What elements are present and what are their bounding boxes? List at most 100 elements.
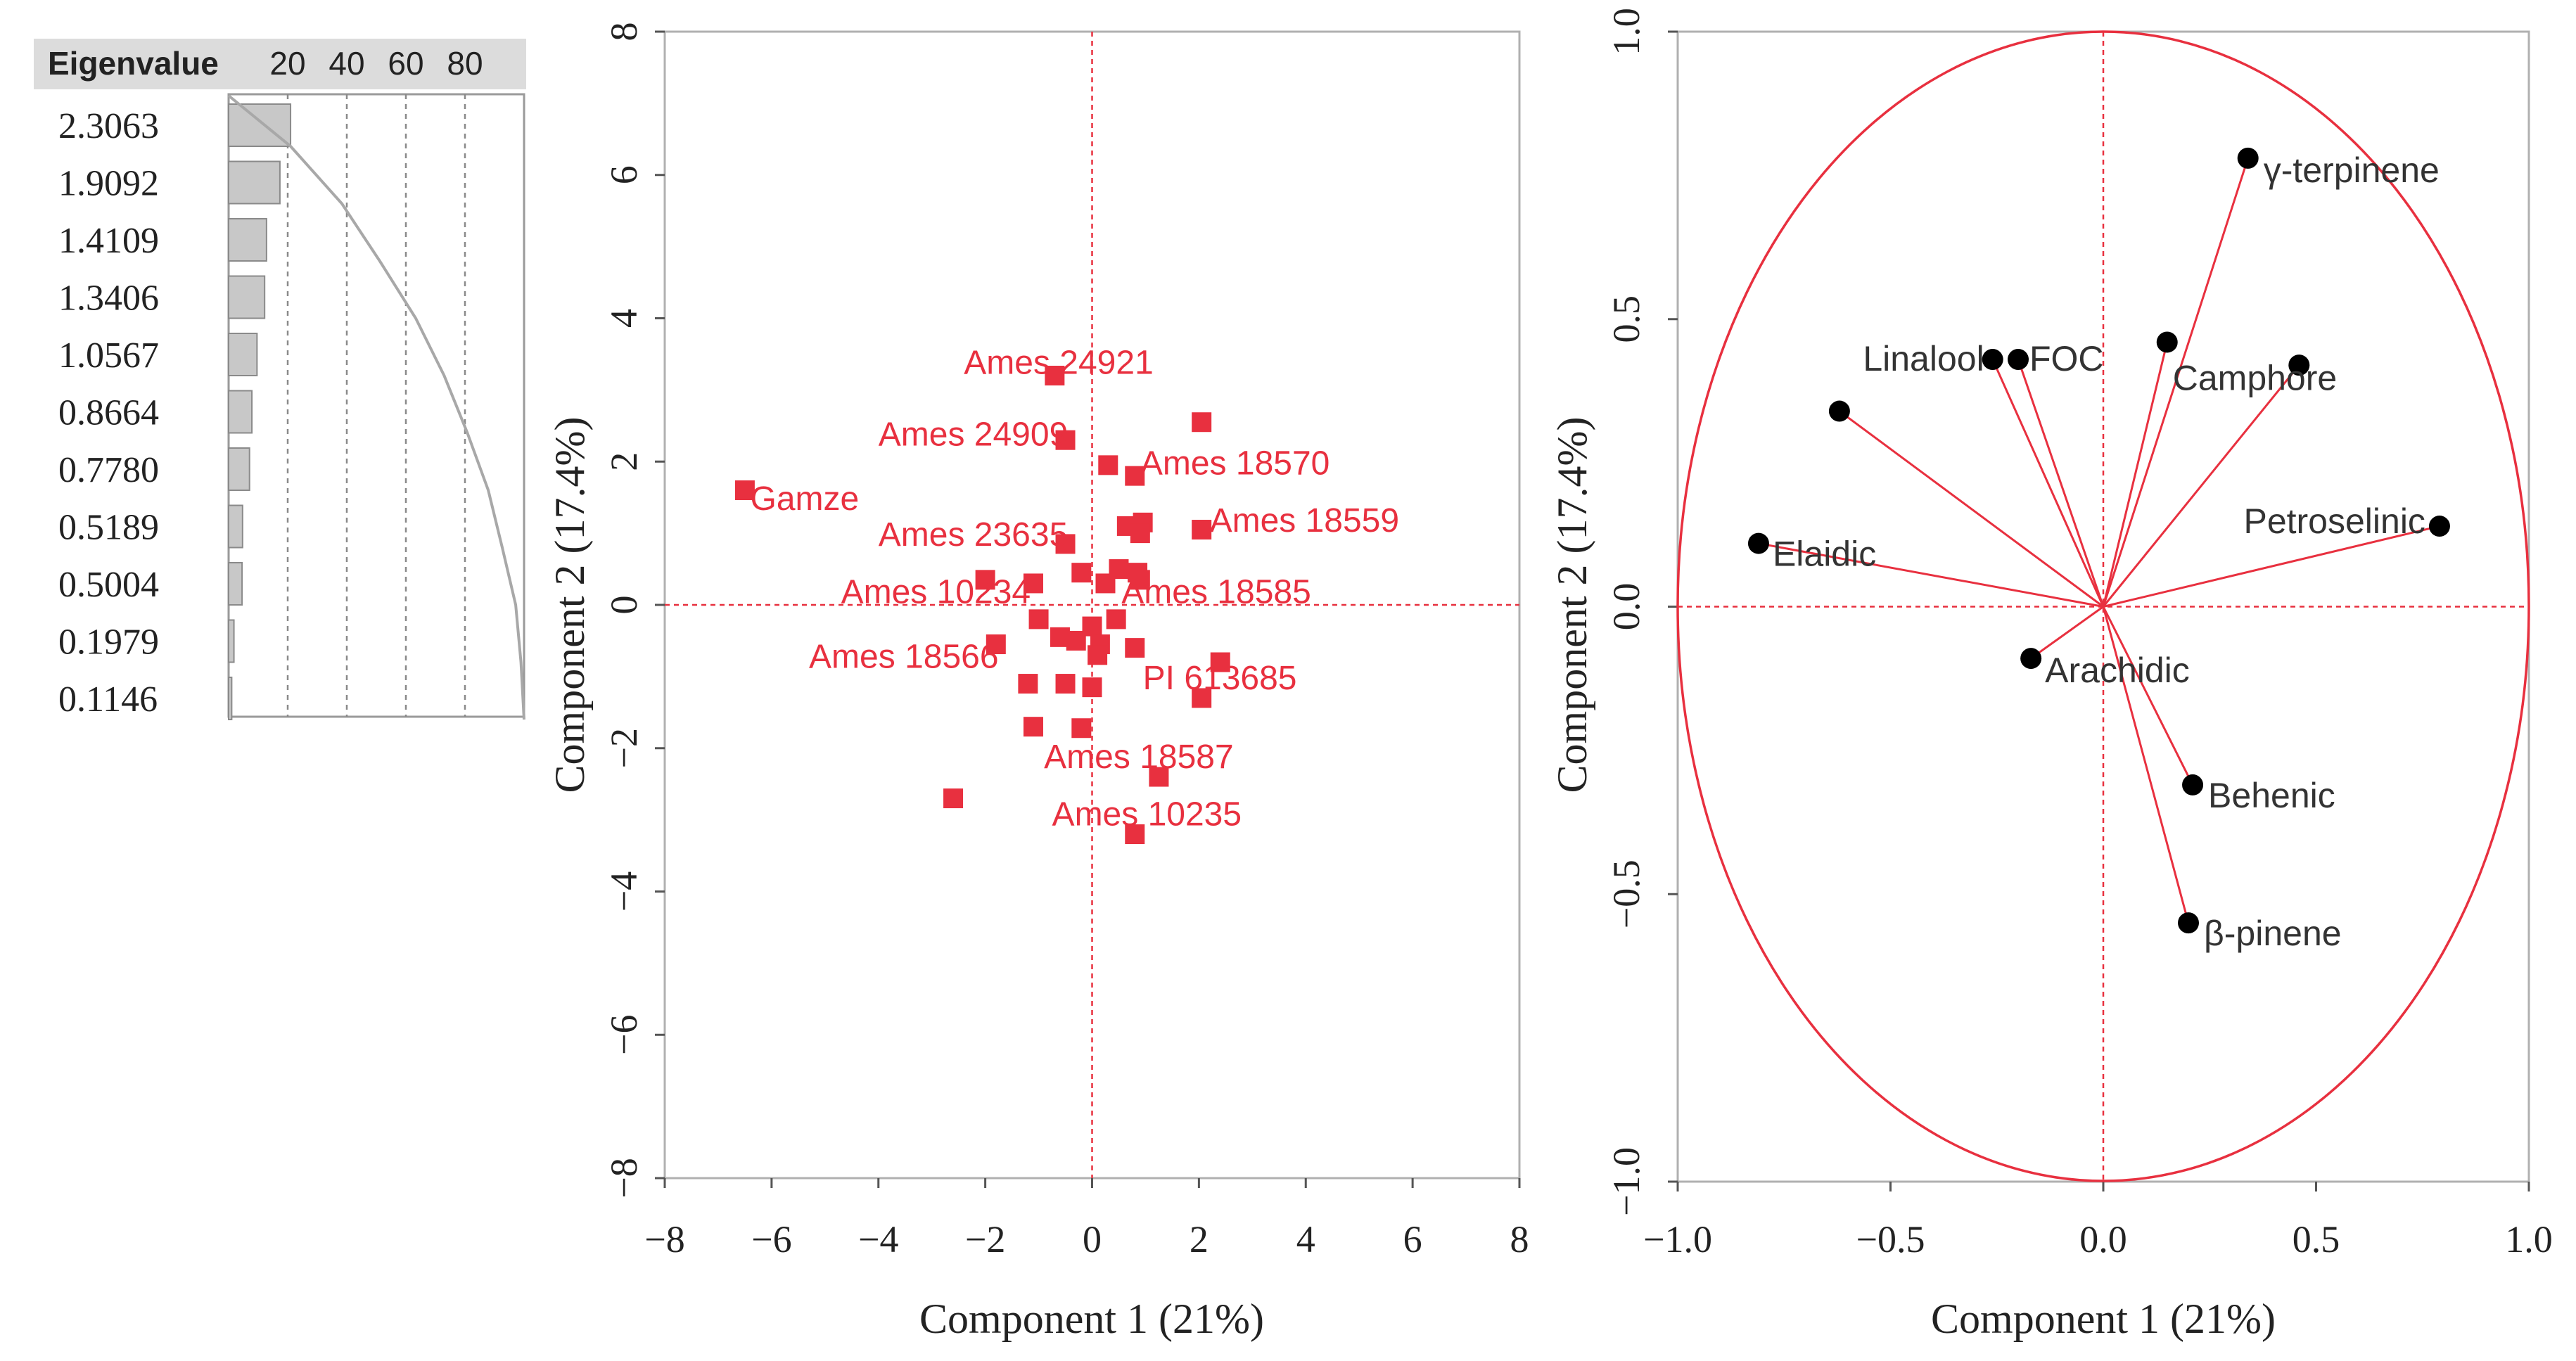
loading-point [2288,354,2310,376]
loading-vector [2102,342,2169,607]
eigenvalue-axis-tick: 20 [269,45,305,82]
eigenvalue-header-background [34,39,526,89]
eigenvalue-label: 0.5189 [58,508,159,548]
score-point-label: Ames 10234 [841,574,1031,611]
scores-y-tick-label: 6 [603,165,645,184]
loading-label: Camphore [2173,358,2337,397]
loadings-y-tick-label: 0.5 [1605,295,1647,343]
score-point [1023,717,1043,737]
scores-x-tick-label: −4 [858,1218,898,1260]
score-point [1192,520,1212,540]
score-point [1106,609,1126,630]
eigenvalue-label: 0.8664 [58,393,159,433]
loadings-y-axis-title: Component 2 (17.4%) [1549,417,1595,793]
loadings-x-tick-label: −0.5 [1856,1218,1925,1260]
scores-x-tick-label: −6 [751,1218,791,1260]
scores-y-tick-label: 4 [603,309,645,328]
score-point [943,788,964,809]
score-point [1055,534,1076,554]
loadings-y-tick-label: 1.0 [1605,8,1647,56]
loadings-x-tick-label: 0.0 [2079,1218,2127,1260]
loading-label: β-pinene [2204,914,2342,953]
loading-vector [1991,359,2105,608]
scores-x-tick-label: −2 [965,1218,1005,1260]
eigenvalue-axis-tick: 80 [447,45,483,82]
loading-vector [2017,359,2105,607]
scores-x-tick-label: 0 [1083,1218,1102,1260]
eigenvalue-bar [228,160,281,205]
loading-vector [2102,364,2300,608]
loadings-y-tick-label: −1.0 [1605,1147,1647,1216]
score-point [1088,645,1108,665]
score-point-label: Ames 23635 [879,516,1069,554]
eigenvalue-bar [228,218,267,262]
scores-x-tick-label: 8 [1510,1218,1529,1260]
score-point-label: PI 613685 [1143,660,1297,697]
loadings-x-axis-title: Component 1 (21%) [1931,1296,2276,1342]
loading-point [2182,774,2204,795]
score-point [986,634,1006,655]
eigenvalue-bar [228,447,250,491]
eigenvalue-bar [228,562,243,606]
eigenvalue-label: 1.9092 [58,164,159,204]
loading-point [1982,348,2003,370]
score-point-label: Ames 18566 [809,638,999,675]
eigenvalue-label: 0.1146 [58,679,158,720]
score-point-label: Ames 18585 [1121,574,1311,611]
scores-y-tick-label: 0 [603,596,645,615]
score-point [1055,674,1076,694]
score-point-label: Ames 18559 [1210,502,1400,539]
scores-y-tick-label: −2 [603,728,645,768]
score-point [1045,366,1065,385]
scores-y-tick-label: 2 [603,452,645,471]
score-point [1130,570,1150,590]
eigenvalue-bar [228,677,233,720]
score-point [1082,616,1102,637]
loading-vector [2030,606,2104,660]
loading-vector [2103,525,2440,608]
loadings-y-tick-label: −0.5 [1605,860,1647,928]
loading-vector [2102,158,2250,607]
scores-y-tick-label: −6 [603,1015,645,1055]
eigenvalue-label: 0.7780 [58,450,159,490]
loadings-y-tick-label: 0.0 [1605,583,1647,631]
score-point-label: Ames 18587 [1044,739,1234,776]
score-point-label: Ames 24921 [964,345,1154,382]
eigenvalue-header: Eigenvalue [48,45,219,82]
loading-point [1747,532,1769,554]
score-point [1018,674,1038,694]
score-point-label: Gamze [751,480,860,518]
score-point [1071,718,1092,739]
scores-x-tick-label: 2 [1190,1218,1209,1260]
eigenvalue-bar [228,504,243,549]
loading-point [2428,516,2450,537]
eigenvalue-label: 1.3406 [58,279,159,319]
score-point [1109,559,1129,580]
eigenvalue-bar [228,333,258,376]
loading-label: Elaidic [1773,535,1876,574]
eigenvalue-label: 1.0567 [58,336,159,376]
loadings-plot: −1.0 −0.5 0.0 0.5 1.0 −1.0 −0.5 0.0 0.5 1.0 γ-ter… [1549,8,2553,1342]
score-point [1130,523,1150,544]
scores-y-tick-label: −8 [603,1158,645,1198]
scores-plot: −8 −6 −4 −2 0 2 4 6 8 −8 −6 −4 −2 0 2 4 6 8 Gamze Ames 249… [547,23,1529,1343]
eigenvalue-panel: Eigenvalue 20 40 60 80 2.3063 1.9092 1.4109 1.… [34,39,526,720]
eigenvalue-label: 0.5004 [58,565,159,605]
score-point [1149,767,1169,787]
score-point [1082,677,1102,698]
loading-label: Arachidic [2045,651,2190,690]
score-point [1028,609,1049,630]
loading-point [2020,648,2042,670]
unit-circle [1676,30,2530,1182]
scores-x-tick-label: 4 [1296,1218,1315,1260]
score-point [1125,638,1145,658]
score-point-label: Ames 24909 [879,416,1069,454]
loading-vector [2102,606,2194,786]
loading-point [2008,348,2029,370]
loading-point [2156,331,2178,353]
eigenvalue-bar [228,390,253,434]
loading-label: γ-terpinene [2264,151,2440,190]
score-point [1023,573,1043,594]
cumulative-percent-curve [227,94,525,720]
